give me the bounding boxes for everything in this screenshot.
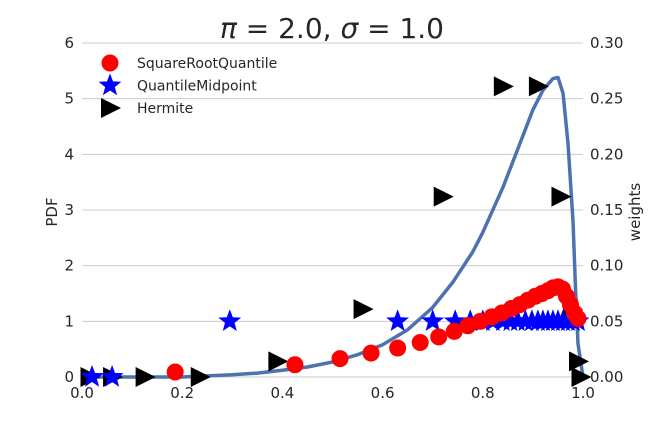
data-point-squarerootquantile (445, 322, 463, 340)
data-point-hermite (493, 76, 514, 97)
data-point-hermite (135, 367, 156, 387)
y2-tick-label: 0.20 (590, 145, 623, 163)
tick-labels: 0.0 0.2 0.4 0.6 0.8 1.0 0 1 2 3 4 5 6 0.00 0.05 0.10 0.1… (64, 34, 623, 402)
legend-label: QuantileMidpoint (137, 79, 257, 95)
y2-tick-label: 0.30 (590, 34, 623, 52)
pdf-curve (82, 75, 585, 379)
data-point-hermite (568, 351, 589, 372)
x-tick-label: 0.6 (371, 384, 395, 402)
data-point-squarerootquantile (569, 310, 587, 328)
data-point-hermite (353, 299, 374, 320)
data-point-hermite (571, 367, 592, 387)
series-squarerootquantile (166, 278, 587, 381)
legend-label: SquareRootQuantile (137, 56, 277, 72)
data-point-hermite (528, 76, 549, 97)
legend: SquareRootQuantile QuantileMidpoint Hermit… (98, 54, 277, 118)
y-axis-label: PDF (43, 197, 61, 226)
data-point-squarerootquantile (166, 363, 184, 381)
data-point-squarerootquantile (331, 350, 349, 368)
data-point-squarerootquantile (286, 356, 304, 374)
y-tick-label: 1 (64, 312, 74, 330)
markers-layer (80, 76, 592, 387)
y2-tick-label: 0.05 (590, 312, 623, 330)
chart-title: π = 2.0, σ = 1.0 (220, 12, 444, 45)
data-point-quantilemidpoint (443, 309, 467, 331)
y2-tick-label: 0.25 (590, 90, 623, 108)
y2-axis-label: weights (626, 183, 644, 242)
y-tick-label: 6 (64, 34, 74, 52)
y-tick-label: 0 (64, 368, 74, 386)
x-tick-label: 0.0 (70, 384, 94, 402)
y2-tick-label: 0.00 (590, 368, 623, 386)
data-point-quantilemidpoint (421, 309, 445, 331)
legend-marker-hermite (101, 98, 121, 118)
y-tick-label: 4 (64, 145, 74, 163)
data-point-squarerootquantile (389, 339, 407, 357)
data-point-hermite (433, 186, 454, 207)
y-tick-label: 2 (64, 257, 74, 275)
legend-marker-quantilemidpoint (98, 73, 122, 96)
data-point-squarerootquantile (362, 344, 380, 362)
data-point-hermite (551, 186, 572, 207)
series-hermite (80, 76, 592, 387)
data-point-quantilemidpoint (386, 309, 409, 331)
y2-tick-label: 0.15 (590, 201, 623, 219)
data-point-hermite (268, 351, 289, 372)
y2-tick-label: 0.10 (590, 257, 623, 275)
pdf-curve-layer (82, 75, 585, 379)
data-point-quantilemidpoint (80, 365, 104, 387)
data-point-quantilemidpoint (100, 365, 124, 387)
x-tick-label: 1.0 (571, 384, 595, 402)
data-point-squarerootquantile (430, 328, 448, 346)
data-point-quantilemidpoint (218, 309, 242, 331)
data-point-hermite (190, 367, 211, 387)
y-tick-label: 5 (64, 90, 74, 108)
y-tick-label: 3 (64, 201, 74, 219)
legend-marker-squarerootquantile (101, 54, 119, 72)
x-tick-label: 0.2 (170, 384, 194, 402)
data-point-squarerootquantile (411, 333, 429, 351)
x-tick-label: 0.8 (471, 384, 495, 402)
x-tick-label: 0.4 (270, 384, 294, 402)
legend-label: Hermite (137, 101, 193, 117)
grid-lines (82, 42, 583, 378)
